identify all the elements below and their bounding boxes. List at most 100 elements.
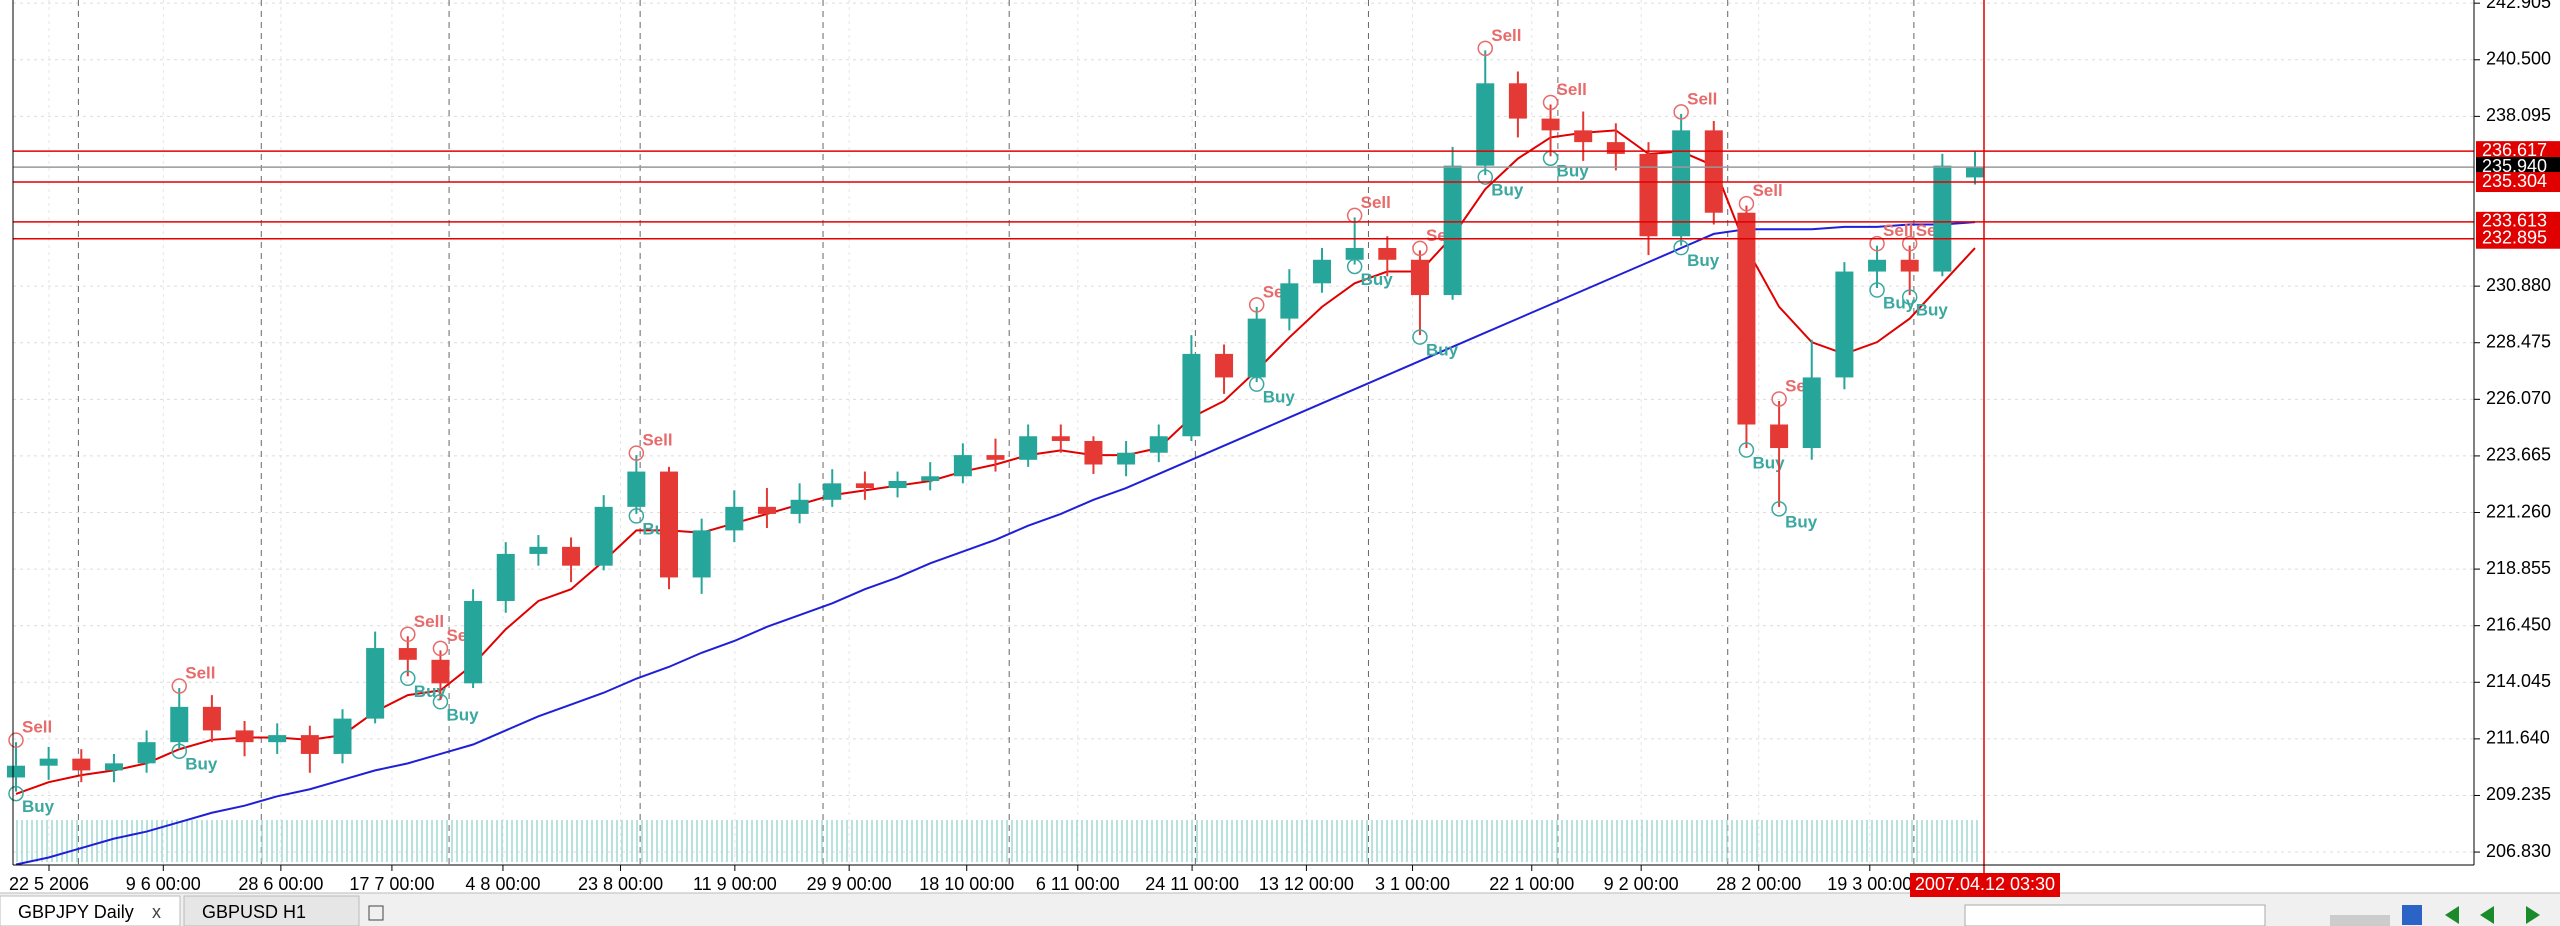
candle-body [562, 546, 581, 566]
y-tick-label: 223.665 [2486, 445, 2551, 465]
signal-marker [1901, 289, 1918, 305]
candle-body [170, 706, 189, 743]
signal-marker [1248, 297, 1265, 313]
signal-marker [1477, 169, 1493, 185]
signal-marker [1771, 501, 1787, 517]
signal-marker [1477, 40, 1493, 57]
candle-body [496, 553, 515, 601]
signal-label: Sell [1491, 26, 1521, 45]
candle-body [1868, 259, 1887, 272]
candle-body [333, 718, 352, 754]
candle-body [1280, 283, 1299, 319]
signal-label: Buy [1752, 454, 1785, 473]
candle-body [366, 648, 385, 719]
x-tick-label: 29 9 00:00 [807, 874, 892, 894]
candle-body [1117, 452, 1136, 465]
signal-marker [1738, 442, 1755, 458]
signal-label: Buy [22, 797, 55, 816]
nav-icon[interactable] [2402, 905, 2422, 925]
candle-body [1149, 436, 1168, 453]
price-box-label: 233.613 [2482, 211, 2547, 231]
y-tick-label: 238.095 [2486, 105, 2551, 125]
signal-marker [1869, 282, 1885, 298]
candle-body [1737, 212, 1756, 425]
candle-body [1639, 153, 1658, 237]
y-tick-label: 214.045 [2486, 671, 2551, 691]
candle-body [1084, 440, 1103, 465]
signal-label: Sell [185, 664, 215, 683]
signal-label: Buy [1263, 388, 1296, 407]
candle-body [1410, 259, 1429, 296]
signal-marker [171, 678, 187, 694]
candle-body [1574, 130, 1593, 143]
x-tick-label: 28 2 00:00 [1716, 874, 1801, 894]
tab-label: GBPJPY Daily [18, 902, 134, 922]
signal-label: Buy [1883, 294, 1916, 313]
candle-body [757, 506, 776, 514]
signal-label: Buy [1687, 251, 1720, 270]
signal-label: Buy [446, 705, 479, 724]
signal-marker [8, 732, 24, 748]
signal-marker [400, 626, 416, 643]
candle-body [104, 763, 123, 771]
y-tick-label: 226.070 [2486, 388, 2551, 408]
candle-body [1900, 259, 1919, 272]
tab-close[interactable]: x [152, 902, 161, 922]
tab-menu[interactable] [368, 905, 384, 921]
candle-body [790, 499, 809, 514]
x-tick-label: 22 1 00:00 [1489, 874, 1574, 894]
candle-body [529, 546, 548, 554]
signal-label: Sell [22, 718, 52, 737]
signal-label: Buy [1785, 512, 1818, 531]
candle-body [725, 506, 744, 531]
candle-body [1508, 83, 1527, 119]
y-tick-label: 221.260 [2486, 501, 2551, 521]
signal-marker [1901, 235, 1918, 252]
candle-body [921, 476, 940, 481]
candle-body [1606, 142, 1625, 154]
candle-body [235, 730, 254, 743]
signal-label: Buy [1916, 301, 1949, 320]
nav-prev2[interactable] [2480, 906, 2494, 924]
signal-label: Sell [1687, 89, 1717, 108]
candle-body [1019, 436, 1038, 460]
candle-body [1835, 271, 1854, 378]
candle-body [1215, 353, 1234, 378]
y-tick-label: 216.450 [2486, 614, 2551, 634]
signal-label: Buy [1361, 270, 1394, 289]
scrollbar[interactable] [1964, 904, 2266, 926]
y-tick-label: 230.880 [2486, 275, 2551, 295]
candle-body [823, 483, 842, 500]
tab[interactable] [183, 895, 360, 926]
candle-body [692, 530, 711, 578]
nav-prev[interactable] [2445, 906, 2459, 924]
price-box [2476, 141, 2560, 162]
candle-body [1770, 424, 1789, 449]
signal-marker [1248, 376, 1265, 392]
signal-marker [400, 670, 416, 687]
y-tick-label: 206.830 [2486, 841, 2551, 861]
signal-marker [1346, 258, 1363, 275]
signal-marker [432, 640, 449, 657]
cursor-time-box [1910, 873, 2060, 897]
candle-body [1313, 259, 1331, 284]
cursor-time: 2007.04.12 03:30 [1915, 874, 2055, 894]
x-tick-label: 9 6 00:00 [126, 874, 201, 894]
x-tick-label: 23 8 00:00 [578, 874, 663, 894]
scroll-thumb[interactable] [2330, 915, 2390, 926]
candle-body [1704, 130, 1723, 213]
y-tick-label: 211.640 [2486, 728, 2550, 748]
candle-body [300, 735, 319, 754]
candle-body [660, 471, 678, 578]
candle-body [1541, 118, 1560, 131]
signal-label: Buy [1491, 181, 1524, 200]
x-tick-label: 18 10 00:00 [919, 874, 1014, 894]
nav-next[interactable] [2526, 906, 2540, 924]
signal-label: Sell [1557, 80, 1587, 99]
candle-body [953, 455, 972, 477]
x-tick-label: 6 11 00:00 [1036, 874, 1120, 894]
candle-body [1182, 353, 1201, 437]
tab[interactable] [0, 895, 181, 926]
